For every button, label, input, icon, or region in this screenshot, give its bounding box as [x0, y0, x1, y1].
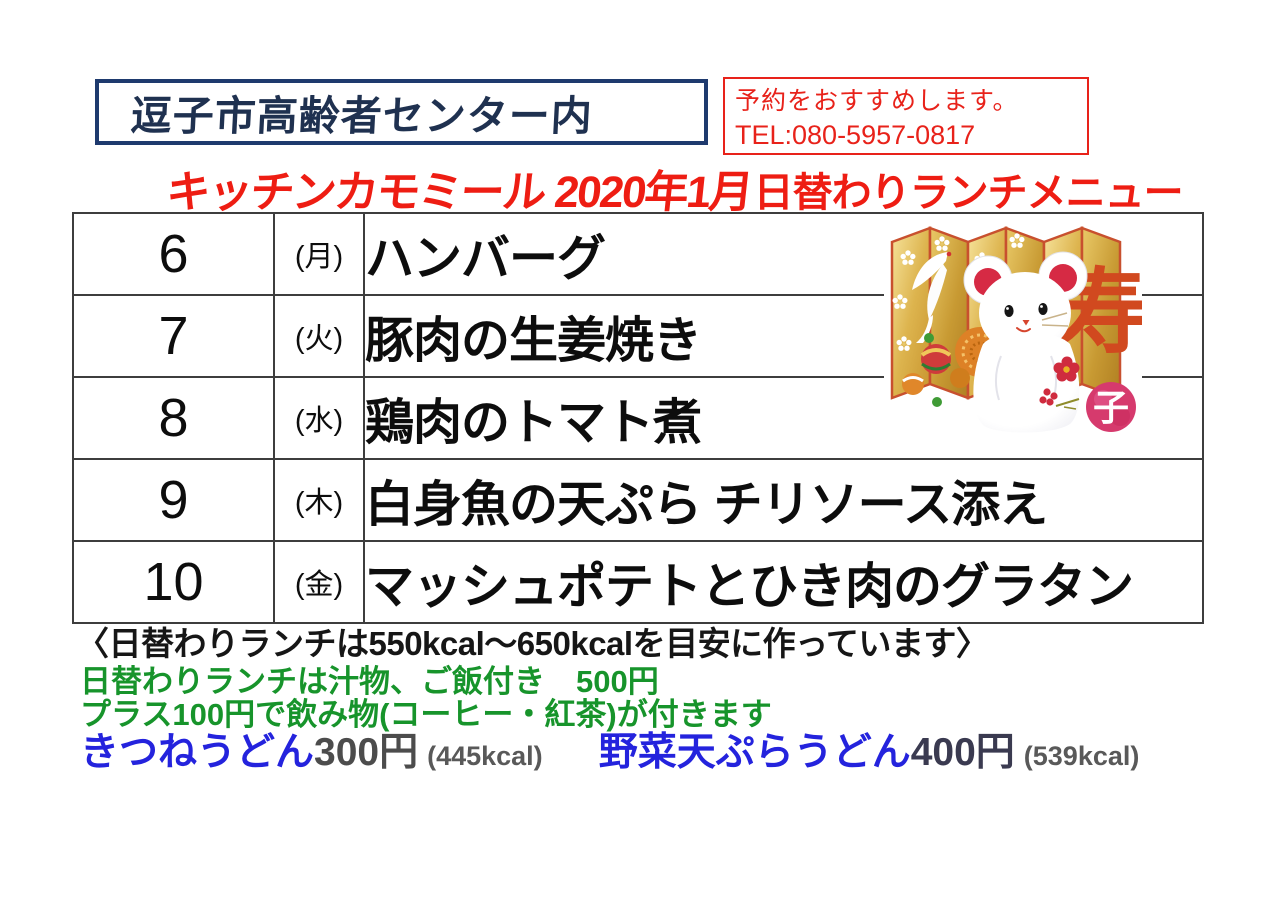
location-box: 逗子市高齢者センター内 [95, 79, 708, 145]
reservation-box: 予約をおすすめします。 TEL:080-5957-0817 [723, 77, 1089, 155]
new-year-decoration: 寿 [884, 216, 1148, 436]
title-menu-label: 日替わりランチメニュー [753, 171, 1184, 215]
day-cell: (月) [273, 212, 365, 296]
day-cell: (火) [273, 294, 365, 378]
day-cell: (木) [273, 458, 365, 542]
plum-blossom-on-body [1039, 356, 1080, 410]
udon-name: 野菜天ぷらうどん [598, 731, 911, 774]
day-cell: (金) [273, 540, 365, 624]
day-cell: (水) [273, 376, 365, 460]
date-cell: 6 [72, 212, 275, 296]
date-cell: 7 [72, 294, 275, 378]
date-cell: 9 [72, 458, 275, 542]
menu-row: 10 (金) マッシュポテトとひき肉のグラタン [72, 540, 1204, 624]
date-cell: 8 [72, 376, 275, 460]
dish-cell: マッシュポテトとひき肉のグラタン [363, 540, 1204, 624]
udon-price: 400円 [910, 731, 1015, 774]
crane-icon [912, 251, 952, 343]
temari-balls [902, 333, 952, 407]
drink-option-note: プラス100円で飲み物(コーヒー・紅茶)が付きます [80, 697, 772, 732]
rat-zodiac-character: 子 [1093, 387, 1129, 428]
white-rat-icon [963, 251, 1088, 433]
lunch-price-note: 日替わりランチは汁物、ご飯付き 500円 [80, 664, 659, 699]
menu-row: 9 (木) 白身魚の天ぷら チリソース添え [72, 458, 1204, 542]
udon-kcal: (445kcal) [427, 741, 543, 771]
udon-price: 300円 [314, 731, 419, 774]
udon-name: きつねうどん [80, 731, 315, 774]
udon-kcal: (539kcal) [1023, 741, 1140, 771]
date-cell: 10 [72, 540, 275, 624]
page-title: キッチンカモミール 2020年1月日替わりランチメニュー [163, 156, 1184, 220]
title-shop-and-month: キッチンカモミール 2020年1月 [163, 168, 754, 217]
rat-zodiac-ball: 子 [1086, 382, 1136, 432]
dish-cell: 白身魚の天ぷら チリソース添え [363, 458, 1204, 542]
udon-menu-line: きつねうどん300円 (445kcal) 野菜天ぷらうどん400円 (539kcal) [80, 733, 1139, 772]
new-year-rat-illustration: 寿 [884, 216, 1148, 436]
reservation-text: 予約をおすすめします。 [735, 87, 1019, 115]
phone-number: TEL:080-5957-0817 [735, 119, 976, 150]
location-text: 逗子市高齢者センター内 [129, 93, 594, 139]
kcal-guideline-note: 〈日替わりランチは550kcal〜650kcalを目安に作っています〉 [76, 625, 989, 662]
